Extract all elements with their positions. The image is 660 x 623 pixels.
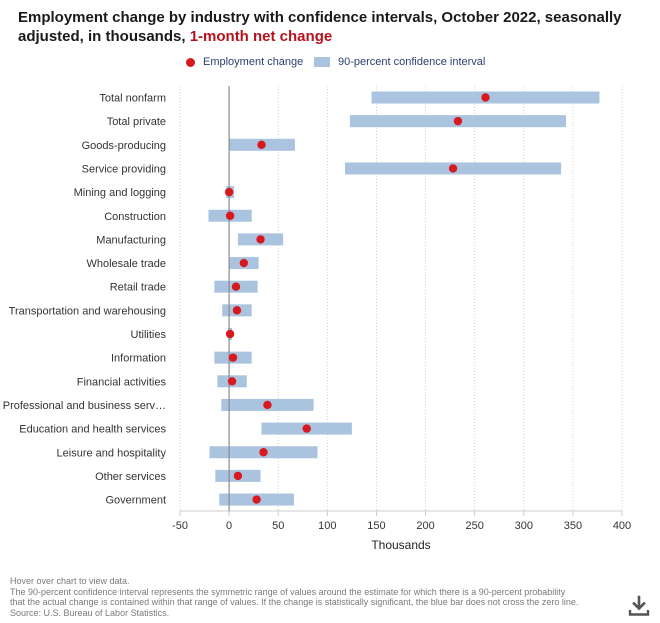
category-label: Construction bbox=[104, 211, 166, 223]
chart-title-main: Employment change by industry with confi… bbox=[18, 9, 622, 45]
employment-change-point bbox=[231, 282, 241, 291]
x-tick-label: 350 bbox=[564, 520, 582, 532]
employment-change-point bbox=[227, 377, 237, 386]
category-label: Total nonfarm bbox=[99, 93, 166, 105]
employment-change-point bbox=[224, 187, 234, 197]
x-tick-label: 50 bbox=[272, 520, 284, 532]
category-label: Professional and business serv… bbox=[3, 400, 166, 412]
legend: Employment change 90-percent confidence … bbox=[0, 52, 660, 72]
category-label: Wholesale trade bbox=[87, 258, 167, 270]
download-icon bbox=[628, 595, 650, 616]
employment-change-point bbox=[453, 116, 463, 126]
employment-change-point bbox=[239, 258, 249, 268]
chart-plot[interactable]: -50 0 50 100 150 200 250 300 350 400 Thousands Tota… bbox=[0, 0, 660, 570]
x-tick-label: 250 bbox=[465, 520, 483, 532]
footnote-line-2: The 90-percent confidence interval repre… bbox=[10, 586, 566, 597]
category-label: Goods-producing bbox=[82, 140, 166, 152]
employment-change-point bbox=[233, 471, 243, 481]
employment-change-point bbox=[263, 400, 272, 410]
category-label: Service providing bbox=[82, 163, 166, 175]
x-tick-label: 100 bbox=[318, 520, 336, 532]
employment-change-point bbox=[232, 306, 242, 315]
footnote-line-3: that the actual change is contained with… bbox=[10, 597, 579, 607]
legend-interval-label: 90-percent confidence interval bbox=[338, 56, 486, 68]
employment-change-point bbox=[228, 353, 238, 362]
category-label: Utilities bbox=[131, 329, 167, 341]
employment-change-point bbox=[448, 164, 458, 173]
employment-change-point bbox=[257, 140, 266, 149]
chart-title: Employment change by industry with confi… bbox=[18, 8, 638, 46]
employment-change-point bbox=[225, 329, 235, 339]
category-label: Other services bbox=[95, 471, 166, 483]
x-tick-label: 400 bbox=[613, 520, 631, 532]
x-tick-label: 200 bbox=[416, 520, 434, 532]
legend-dot-marker bbox=[186, 57, 195, 67]
category-label: Retail trade bbox=[110, 282, 166, 294]
category-label: Financial activities bbox=[77, 376, 167, 388]
category-label: Mining and logging bbox=[74, 187, 166, 199]
employment-change-point bbox=[225, 211, 235, 220]
category-label: Total private bbox=[107, 116, 166, 128]
legend-box-marker bbox=[314, 57, 330, 68]
category-label: Transportation and warehousing bbox=[9, 305, 166, 317]
x-tick-label: 300 bbox=[515, 520, 533, 532]
category-label: Manufacturing bbox=[96, 234, 166, 246]
legend-item-employment-change[interactable]: Employment change bbox=[186, 52, 303, 72]
employment-change-point bbox=[481, 93, 490, 102]
employment-change-point bbox=[259, 448, 268, 457]
category-label: Education and health services bbox=[19, 424, 166, 436]
footnote: Hover over chart to view data. The 90-pe… bbox=[10, 576, 610, 618]
footnote-hover-hint: Hover over chart to view data. bbox=[10, 576, 130, 586]
x-axis-title: Thousands bbox=[371, 538, 430, 552]
x-tick-label: -50 bbox=[172, 520, 188, 532]
download-button[interactable] bbox=[628, 595, 650, 617]
employment-change-point bbox=[252, 495, 261, 504]
category-label: Information bbox=[111, 353, 166, 365]
legend-item-confidence-interval[interactable]: 90-percent confidence interval bbox=[314, 52, 485, 72]
category-label: Leisure and hospitality bbox=[57, 447, 167, 459]
employment-change-point bbox=[256, 235, 265, 244]
employment-change-point bbox=[302, 424, 311, 433]
chart-title-highlight: 1-month net change bbox=[189, 28, 333, 45]
x-tick-label: 150 bbox=[367, 520, 385, 532]
footnote-source: Source: U.S. Bureau of Labor Statistics. bbox=[10, 607, 170, 618]
x-tick-label: 0 bbox=[226, 520, 232, 532]
category-label: Government bbox=[105, 495, 166, 507]
legend-point-label: Employment change bbox=[203, 56, 304, 68]
